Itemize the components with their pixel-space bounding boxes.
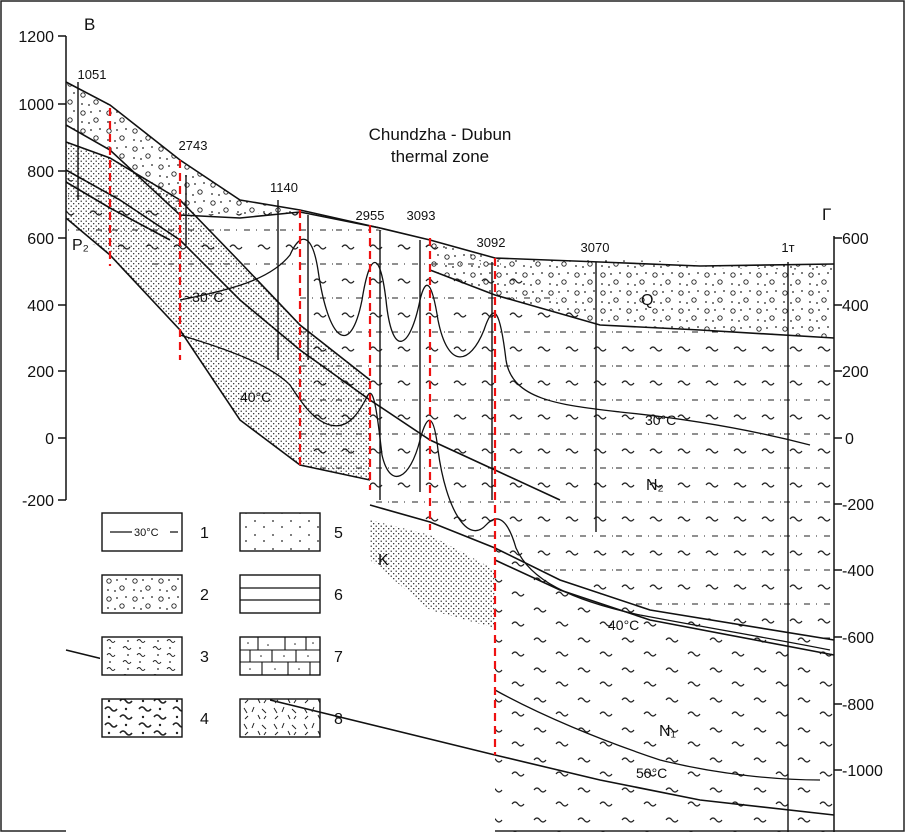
legend: 30°C 1 2 3 4 5 6 7 8 — [100, 511, 343, 821]
well-label: 2743 — [179, 138, 208, 153]
unit-label-p2: P₂ — [72, 237, 89, 254]
title-line2: thermal zone — [391, 147, 489, 166]
right-tick-label: 400 — [842, 298, 869, 315]
well-labels: 1051 2743 1140 2955 3093 3092 3070 1т — [78, 67, 795, 255]
axes — [58, 35, 842, 832]
unit-n2-fill — [300, 245, 834, 640]
title-line1: Chundzha - Dubun — [369, 125, 512, 144]
right-tick-label: 200 — [842, 364, 869, 381]
left-tick-label: 800 — [27, 164, 54, 181]
left-tick-label: 600 — [27, 231, 54, 248]
right-axis-labels: 600 400 200 0 -200 -400 -600 -800 -1000 — [842, 231, 883, 780]
well-label: 3093 — [407, 208, 436, 223]
isotherm-label-50: 50°C — [636, 765, 667, 781]
legend-num: 6 — [334, 587, 343, 604]
right-tick-label: -400 — [842, 563, 874, 580]
right-tick-label: -200 — [842, 497, 874, 514]
right-tick-label: 600 — [842, 231, 869, 248]
right-tick-label: -1000 — [842, 763, 883, 780]
legend-num: 4 — [200, 711, 209, 728]
fault-lines — [108, 108, 497, 755]
legend-swatch-5 — [239, 512, 321, 552]
corner-label-right: Г — [822, 205, 831, 224]
legend-num: 2 — [200, 587, 209, 604]
unit-n1-fill — [495, 548, 834, 832]
legend-num: 3 — [200, 649, 209, 666]
left-tick-label: -200 — [22, 493, 54, 510]
legend-num: 1 — [200, 525, 209, 542]
isotherm-label-30-left: ~30°C — [184, 289, 223, 305]
legend-swatch-3 — [101, 636, 183, 676]
well-label: 2955 — [356, 208, 385, 223]
legend-num: 8 — [334, 711, 343, 728]
isotherm-label-40-right: 40°C — [608, 617, 639, 633]
left-axis-labels: 1200 1000 800 600 400 200 0 -200 — [18, 29, 54, 510]
right-tick-label: -600 — [842, 630, 874, 647]
right-tick-label: 0 — [845, 431, 854, 448]
unit-label-n2: N₂ — [646, 477, 664, 494]
legend-swatch-8 — [239, 698, 321, 738]
unit-label-k: K — [378, 552, 389, 569]
unit-labels: Q N₂ N₁ K P₂ — [72, 237, 676, 740]
legend-swatch-4 — [101, 698, 183, 738]
unit-sandstone-fill — [66, 142, 370, 480]
well-label: 1051 — [78, 67, 107, 82]
legend-num: 5 — [334, 525, 343, 542]
legend-num: 7 — [334, 649, 343, 666]
unit-label-q: Q — [641, 292, 653, 309]
right-tick-label: -800 — [842, 697, 874, 714]
left-tick-label: 400 — [27, 298, 54, 315]
corner-label-left: B — [84, 15, 95, 34]
well-label: 3070 — [581, 240, 610, 255]
legend-sample-label: 30°C — [134, 527, 159, 539]
isotherm-label-30-right: 30°C — [645, 412, 676, 428]
well-label: 1140 — [270, 180, 298, 195]
unit-k-fill — [370, 520, 495, 628]
legend-swatch-6 — [239, 574, 321, 614]
well-lines — [77, 82, 789, 832]
boundary-lines — [65, 81, 835, 816]
unit-q-left-fill — [66, 82, 300, 218]
left-tick-label: 1200 — [18, 29, 54, 46]
legend-swatch-2 — [101, 574, 183, 614]
legend-swatch-7 — [239, 636, 321, 676]
well-label: 1т — [781, 240, 794, 255]
left-tick-label: 1000 — [18, 97, 54, 114]
left-tick-label: 0 — [45, 431, 54, 448]
isotherm-labels: ~30°C 30°C 40°C 40°C 50°C — [184, 289, 676, 781]
well-label: 3092 — [477, 235, 506, 250]
unit-label-n1: N₁ — [659, 723, 676, 740]
isotherm-label-40-left: 40°C — [240, 389, 271, 405]
left-tick-label: 200 — [27, 364, 54, 381]
